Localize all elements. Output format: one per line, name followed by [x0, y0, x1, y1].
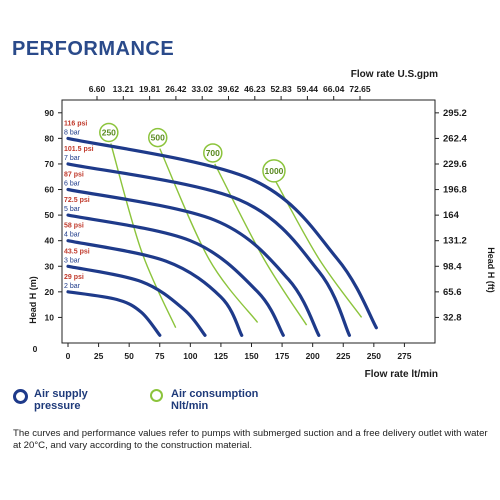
consumption-label-700: 700	[206, 148, 220, 158]
plot-frame	[61, 99, 436, 344]
blue-ring-icon	[13, 389, 28, 404]
consumption-curve-500	[159, 148, 259, 323]
left-tick-label: 20	[45, 287, 55, 297]
consumption-badge-250	[99, 122, 119, 143]
top-tick-label: 26.42	[165, 84, 187, 94]
right-tick-label: 295.2	[443, 108, 467, 119]
pressure-curve	[66, 187, 321, 337]
top-tick-label: 59.44	[297, 84, 319, 94]
consumption-curve-700	[214, 163, 308, 326]
bottom-tick-label: 50	[124, 351, 134, 361]
bottom-tick-label: 125	[214, 351, 228, 361]
right-axis-title: Head H (ft)	[486, 247, 496, 293]
pressure-curve	[66, 290, 162, 337]
bar-label: 3 bar	[64, 257, 81, 264]
top-tick-label: 39.62	[218, 84, 240, 94]
footnote: The curves and performance values refer …	[13, 428, 488, 451]
bottom-tick-label: 175	[275, 351, 289, 361]
consumption-label-250: 250	[102, 127, 116, 137]
consumption-curve-250	[110, 143, 177, 328]
bar-label: 4 bar	[64, 232, 81, 239]
legend-air-supply-label: Air supply pressure	[34, 388, 88, 412]
bar-label: 7 bar	[64, 155, 81, 162]
right-tick-label: 262.4	[443, 133, 467, 144]
top-tick-label: 13.21	[113, 84, 135, 94]
left-tick-label: 30	[45, 261, 55, 271]
right-tick-label: 229.6	[443, 159, 467, 170]
consumption-badge-700	[203, 143, 223, 163]
bottom-tick-label: 0	[66, 351, 71, 361]
psi-label: 72.5 psi	[64, 197, 90, 204]
y-axis-title: Head H (m)	[28, 276, 38, 324]
right-tick-label: 196.8	[443, 185, 467, 196]
left-tick-label: 50	[45, 210, 55, 220]
top-tick-label: 33.02	[192, 84, 214, 94]
left-origin-label: 0	[33, 344, 38, 354]
top-tick-label: 19.81	[139, 84, 161, 94]
bottom-tick-label: 275	[397, 351, 411, 361]
x-axis-title: Flow rate lt/min	[365, 369, 438, 380]
bottom-tick-label: 250	[367, 351, 381, 361]
left-tick-label: 70	[45, 159, 55, 169]
right-tick-label: 32.8	[443, 312, 462, 323]
top-tick-label: 72.65	[349, 84, 371, 94]
top-axis-title: Flow rate U.S.gpm	[351, 69, 438, 80]
pressure-curve	[66, 162, 351, 337]
top-tick-label: 66.04	[323, 84, 345, 94]
page-title: PERFORMANCE	[12, 38, 175, 60]
bottom-tick-label: 100	[183, 351, 197, 361]
bottom-tick-label: 150	[244, 351, 258, 361]
pressure-curve	[66, 264, 207, 337]
left-tick-label: 80	[45, 133, 55, 143]
right-tick-label: 131.2	[443, 236, 467, 247]
consumption-label-500: 500	[151, 133, 165, 143]
psi-label: 116 psi	[64, 120, 87, 127]
bottom-tick-label: 75	[155, 351, 165, 361]
right-tick-label: 98.4	[443, 261, 462, 272]
pressure-curve	[66, 239, 244, 337]
psi-label: 101.5 psi	[64, 146, 94, 153]
legend-air-consumption-label: Air consumption Nlt/min	[171, 388, 259, 412]
bar-label: 8 bar	[64, 129, 81, 136]
top-tick-label: 52.83	[270, 84, 292, 94]
consumption-badge-500	[148, 127, 168, 148]
psi-label: 87 psi	[64, 172, 84, 179]
right-tick-label: 164	[443, 210, 460, 221]
left-tick-label: 40	[45, 236, 55, 246]
left-tick-label: 10	[45, 312, 55, 322]
psi-label: 58 psi	[64, 223, 84, 230]
consumption-label-1000: 1000	[265, 166, 284, 176]
consumption-badge-1000	[262, 159, 286, 183]
psi-label: 29 psi	[64, 274, 84, 281]
bar-label: 6 bar	[64, 181, 81, 188]
pressure-curve	[66, 136, 378, 330]
left-tick-label: 90	[45, 108, 55, 118]
bar-label: 5 bar	[64, 206, 81, 213]
bottom-tick-label: 225	[336, 351, 350, 361]
psi-label: 43.5 psi	[64, 248, 90, 255]
left-tick-label: 60	[45, 185, 55, 195]
bar-label: 2 bar	[64, 283, 81, 290]
bottom-tick-label: 200	[306, 351, 320, 361]
pressure-curve	[66, 213, 285, 337]
bottom-tick-label: 25	[94, 351, 104, 361]
top-tick-label: 6.60	[89, 84, 106, 94]
right-tick-label: 65.6	[443, 287, 462, 298]
top-tick-label: 46.23	[244, 84, 266, 94]
green-ring-icon	[150, 389, 163, 402]
